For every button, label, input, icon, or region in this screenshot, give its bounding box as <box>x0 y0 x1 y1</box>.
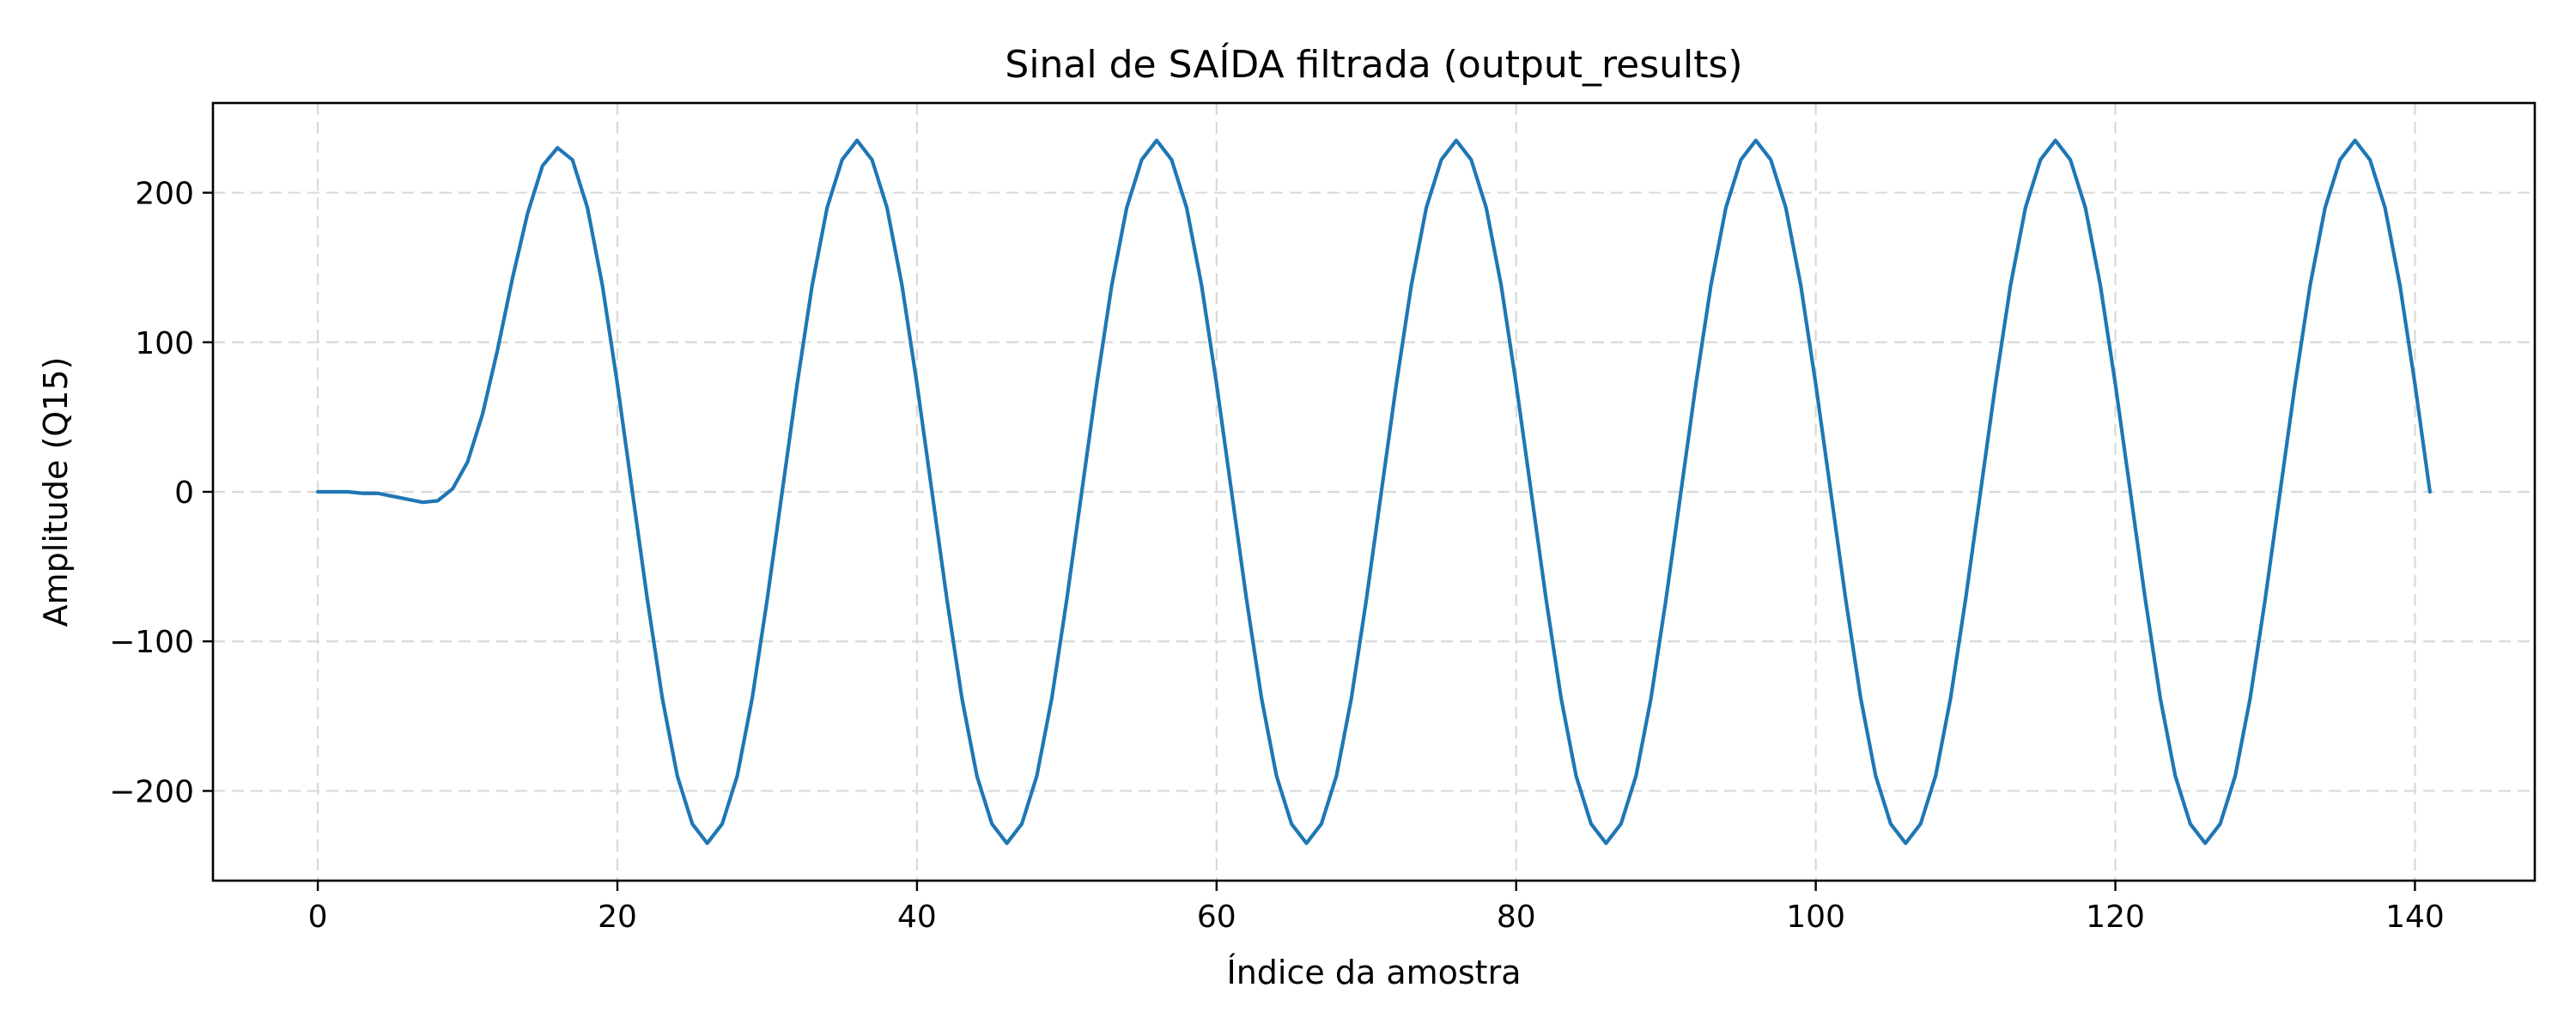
series-line <box>316 138 2432 845</box>
x-tick-label: 40 <box>897 900 937 935</box>
series-layer <box>316 138 2432 845</box>
chart-title: Sinal de SAÍDA filtrada (output_results) <box>1005 41 1742 87</box>
y-tick-label: 200 <box>135 177 194 212</box>
x-tick-label: 100 <box>1786 900 1845 935</box>
y-tick-label: −200 <box>109 774 194 809</box>
x-tick-label: 20 <box>598 900 637 935</box>
y-tick-label: −100 <box>109 625 194 660</box>
x-tick-label: 120 <box>2086 900 2145 935</box>
x-tick-label: 0 <box>308 900 328 935</box>
y-tick-label: 0 <box>174 476 194 511</box>
grid-layer <box>213 103 2535 881</box>
y-tick-label: 100 <box>135 326 194 361</box>
x-axis-label: Índice da amostra <box>1227 954 1522 991</box>
x-tick-label: 140 <box>2385 900 2445 935</box>
x-tick-label: 80 <box>1497 900 1536 935</box>
x-tick-label: 60 <box>1197 900 1236 935</box>
y-axis-label: Amplitude (Q15) <box>37 357 75 627</box>
ticks-layer: 0 20 40 60 80 100 120 140 −200 −100 0 100 200 <box>109 177 2445 935</box>
